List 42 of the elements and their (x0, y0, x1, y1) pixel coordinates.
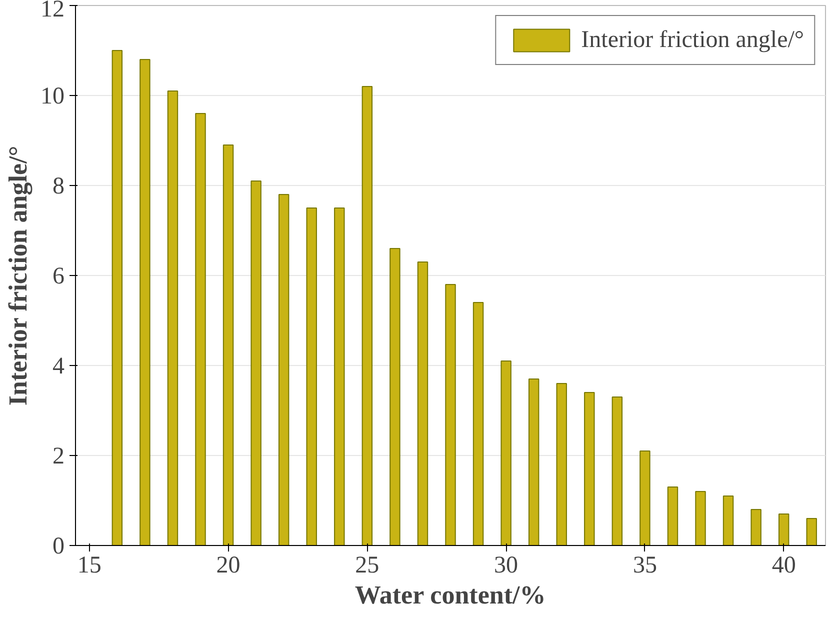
bar (278, 194, 290, 546)
x-tick-label: 15 (77, 552, 102, 578)
bar (500, 360, 512, 546)
bar (667, 486, 678, 546)
bar (195, 113, 206, 546)
bar (362, 86, 373, 546)
x-tick-label: 35 (632, 552, 657, 578)
y-tick-label: 6 (52, 264, 64, 290)
bar (722, 496, 734, 546)
bar (140, 59, 150, 546)
y-axis-title: Interior friction angle/° (4, 146, 32, 406)
bar (750, 509, 762, 546)
x-tick-label: 25 (355, 552, 380, 578)
bar (112, 50, 123, 546)
bar (167, 90, 178, 546)
bar (556, 383, 567, 546)
legend-label: Interior friction angle/° (581, 26, 804, 54)
bar (306, 208, 317, 546)
y-tick-label: 10 (40, 84, 64, 110)
bar (472, 302, 484, 546)
bar (778, 514, 790, 546)
x-tick-label: 30 (494, 552, 518, 578)
bar (695, 491, 706, 546)
bar (640, 450, 650, 546)
y-tick-label: 8 (52, 174, 64, 200)
bar (806, 518, 817, 546)
bar (250, 180, 262, 546)
x-tick-label: 20 (216, 552, 240, 578)
bar (445, 284, 456, 546)
y-tick-label: 0 (52, 534, 64, 560)
bar (222, 144, 234, 546)
x-tick-label: 40 (772, 552, 796, 578)
bar (584, 392, 595, 546)
y-tick-label: 2 (52, 444, 64, 470)
bar (612, 396, 623, 546)
bar (390, 248, 400, 546)
bar (334, 208, 345, 546)
y-tick-label: 4 (52, 354, 64, 380)
y-tick-label: 12 (40, 0, 64, 22)
bar (528, 378, 540, 546)
bar (417, 262, 428, 546)
x-axis-title: Water content/% (354, 580, 546, 610)
